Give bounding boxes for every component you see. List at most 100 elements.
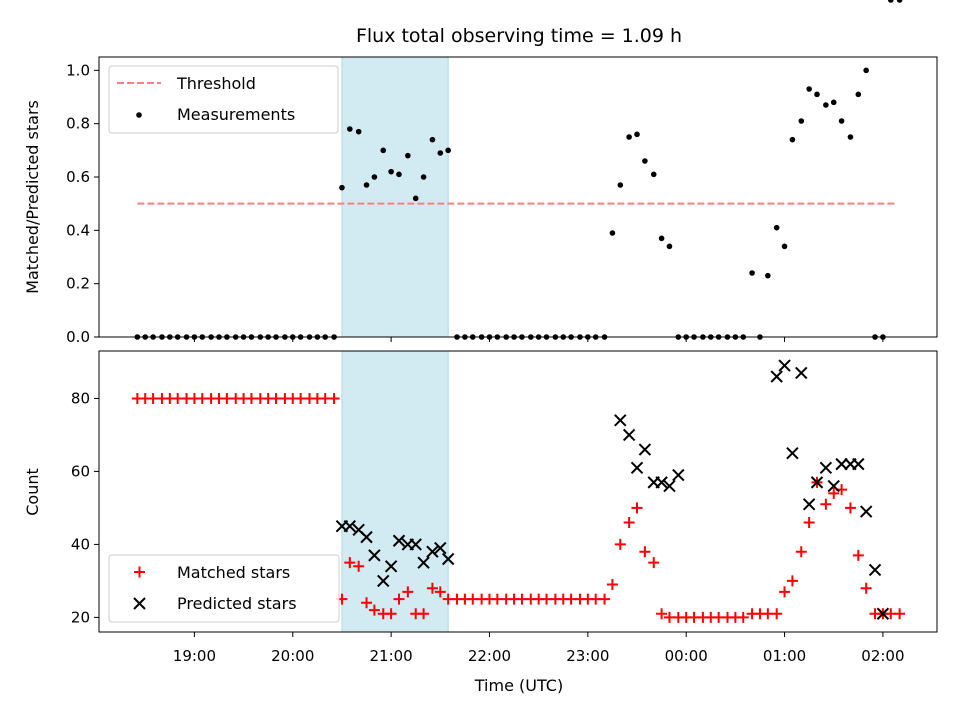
matched-legend-label: Matched stars (177, 563, 290, 582)
threshold-legend-label: Threshold (176, 74, 256, 93)
measurement-point (896, 0, 903, 3)
matched-point (894, 608, 906, 620)
bottom-axes-frame (98, 350, 938, 633)
measurement-point (773, 224, 780, 231)
bottom-legend-box (108, 554, 340, 623)
measurement-point (405, 152, 411, 159)
bottom-shaded-interval (341, 350, 449, 633)
predicted-point (409, 538, 422, 551)
measurement-point (363, 182, 370, 188)
top-y-tick-label: 0.2 (66, 275, 90, 293)
x-axis-label: Time (UTC) (474, 676, 563, 695)
matched-point (828, 487, 840, 499)
measurements-legend-swatch (136, 112, 142, 118)
x-tick-label: 02:00 (861, 647, 904, 665)
x-tick-label: 19:00 (173, 647, 216, 665)
predicted-point (614, 414, 627, 427)
measurement-point (388, 168, 394, 175)
measurement-point (617, 182, 624, 188)
x-tick-label: 22:00 (468, 647, 511, 665)
measurement-point (838, 118, 845, 124)
matched-point (361, 597, 373, 609)
measurement-point (806, 86, 812, 92)
x-tick-label: 00:00 (665, 647, 708, 665)
measurement-point (609, 230, 616, 236)
predicted-point (827, 479, 840, 493)
predicted-point (663, 479, 676, 493)
measurement-point (371, 174, 378, 180)
predicted-legend-label: Predicted stars (177, 594, 297, 613)
matched-point (393, 593, 405, 605)
predicted-point (810, 476, 824, 489)
matched-point (844, 502, 856, 514)
measurement-point (626, 134, 632, 140)
predicted-point (795, 366, 808, 380)
measurement-point (781, 243, 788, 250)
matched-point (786, 575, 798, 587)
predicted-point (778, 359, 791, 372)
x-tick-label: 01:00 (763, 647, 806, 665)
measurement-point (814, 91, 820, 98)
matched-point (639, 546, 651, 558)
matched-point (623, 517, 635, 529)
matched-point (860, 582, 872, 594)
matched-point (656, 608, 668, 620)
predicted-point (638, 443, 652, 456)
measurement-point (412, 195, 419, 202)
matched-point (771, 608, 783, 620)
top-y-tick-label: 1.0 (66, 61, 90, 79)
measurement-point (339, 184, 345, 191)
matched-point (385, 608, 397, 620)
top-legend-box (108, 65, 339, 134)
predicted-point (876, 607, 890, 620)
measurement-point (666, 243, 673, 250)
measurement-point (420, 174, 427, 180)
matched-point (328, 392, 340, 404)
predicted-point (417, 556, 430, 569)
top-y-tick-label: 0.8 (66, 115, 90, 133)
predicted-point (343, 519, 357, 533)
predicted-point (360, 530, 373, 544)
measurement-point (658, 235, 665, 242)
x-tick-label: 21:00 (370, 647, 413, 665)
matched-point (344, 557, 356, 569)
x-tick-label: 20:00 (271, 647, 314, 665)
bottom-y-tick-label: 80 (71, 389, 90, 407)
bottom-y-tick-label: 60 (71, 462, 90, 480)
measurement-point (887, 0, 894, 3)
predicted-point (434, 541, 447, 555)
matched-point (434, 586, 446, 598)
bottom-y-tick-label: 40 (71, 535, 90, 553)
predicted-point (835, 457, 848, 471)
matched-point (631, 502, 643, 514)
ratio-axes: 0.0 0.2 0.4 0.6 0.8 1.0 (66, 0, 938, 346)
matched-point (795, 546, 807, 558)
predicted-point (426, 545, 439, 558)
chart-title: Flux total observing time = 1.09 h (356, 25, 682, 47)
measurement-point (765, 272, 771, 279)
matched-stars-series (131, 392, 906, 623)
matched-point (648, 557, 660, 569)
predicted-point (384, 560, 398, 573)
matched-point (402, 586, 414, 598)
matched-point (368, 604, 380, 616)
top-y-axis-label: Matched/Predicted stars (23, 100, 42, 294)
x-tick-label: 23:00 (566, 647, 609, 665)
measurement-point (789, 136, 796, 143)
measurement-point (847, 134, 854, 140)
predicted-point (859, 505, 873, 518)
measurement-point (429, 136, 436, 143)
measurement-point (355, 128, 362, 135)
measurement-point (650, 171, 657, 178)
top-legend: Threshold Measurements (108, 65, 339, 134)
matched-point (852, 549, 864, 561)
measurement-point (642, 158, 648, 164)
top-y-tick-label: 0.0 (66, 328, 90, 346)
measurement-point (445, 147, 451, 154)
measurement-point (347, 126, 353, 132)
top-shaded-interval (341, 56, 449, 338)
matched-point (606, 579, 618, 591)
matched-point (426, 582, 438, 594)
predicted-point (630, 461, 644, 474)
